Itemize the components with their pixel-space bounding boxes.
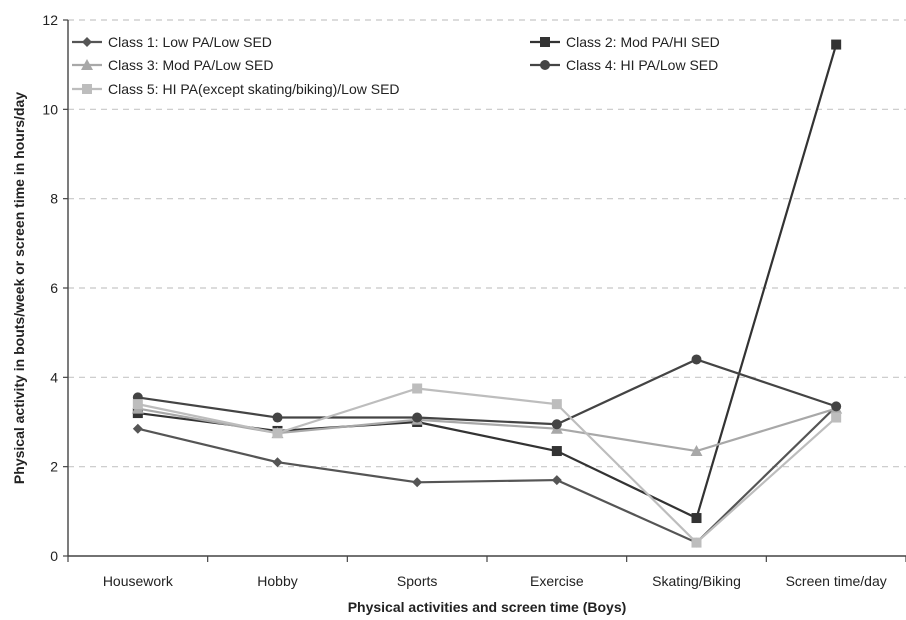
legend-item: Class 3: Mod PA/Low SED <box>72 57 273 73</box>
data-point <box>412 412 423 423</box>
data-point <box>690 445 703 457</box>
axes <box>63 19 906 562</box>
y-tick-labels: 0 2 4 6 8 10 12 <box>42 12 58 564</box>
x-tick-label: Exercise <box>530 573 584 589</box>
y-tick-label: 2 <box>50 459 58 475</box>
legend-label: Class 4: HI PA/Low SED <box>566 57 718 73</box>
series-group <box>131 39 843 548</box>
series-line <box>137 387 837 545</box>
data-point <box>551 399 562 410</box>
legend-label: Class 2: Mod PA/HI SED <box>566 34 720 50</box>
legend-item: Class 2: Mod PA/HI SED <box>530 34 720 50</box>
y-tick-label: 8 <box>50 191 58 207</box>
legend-item: Class 4: HI PA/Low SED <box>530 57 718 73</box>
y-tick-label: 4 <box>50 369 58 385</box>
series-3 <box>131 402 843 457</box>
legend-swatch-marker <box>82 37 92 47</box>
gridlines <box>68 19 906 468</box>
data-point <box>272 428 283 439</box>
legend-item: Class 5: HI PA(except skating/biking)/Lo… <box>72 81 400 97</box>
data-point <box>551 446 562 457</box>
legend-swatch-marker <box>540 60 550 70</box>
data-point <box>412 383 423 394</box>
y-tick-label: 6 <box>50 280 58 296</box>
data-point <box>551 419 562 430</box>
y-tick-label: 0 <box>50 548 58 564</box>
data-point <box>691 537 702 548</box>
y-tick-label: 12 <box>42 12 58 28</box>
y-axis-title: Physical activity in bouts/week or scree… <box>11 92 27 484</box>
data-point <box>272 457 283 468</box>
data-point <box>831 412 842 423</box>
legend-label: Class 3: Mod PA/Low SED <box>108 57 273 73</box>
legend-label: Class 1: Low PA/Low SED <box>108 34 272 50</box>
series-5 <box>132 383 842 548</box>
data-point <box>691 513 702 524</box>
data-point <box>132 399 143 410</box>
y-tick-label: 10 <box>42 101 58 117</box>
x-tick-label: Sports <box>397 573 437 589</box>
data-point <box>831 39 842 50</box>
x-tick-labels: Housework Hobby Sports Exercise Skating/Biki… <box>103 573 887 589</box>
legend-swatch-marker <box>540 37 550 47</box>
series-2 <box>132 39 842 524</box>
x-tick-label: Hobby <box>257 573 297 589</box>
data-point <box>132 423 143 434</box>
x-tick-label: Screen time/day <box>786 573 887 589</box>
series-4 <box>132 354 842 430</box>
x-tick-label: Skating/Biking <box>652 573 741 589</box>
data-point <box>551 475 562 486</box>
legend: Class 1: Low PA/Low SED Class 2: Mod PA/H… <box>72 34 720 97</box>
data-point <box>272 412 283 423</box>
data-point <box>412 477 423 488</box>
series-line <box>137 358 837 426</box>
data-point <box>831 401 842 412</box>
legend-swatch-marker <box>82 84 92 94</box>
series-line <box>137 44 838 520</box>
x-tick-label: Housework <box>103 573 174 589</box>
series-line <box>137 407 837 453</box>
legend-item: Class 1: Low PA/Low SED <box>72 34 272 50</box>
legend-label: Class 5: HI PA(except skating/biking)/Lo… <box>108 81 400 97</box>
x-axis-title: Physical activities and screen time (Boy… <box>348 599 627 615</box>
series-line <box>137 405 837 544</box>
data-point <box>691 354 702 365</box>
legend-swatch-marker <box>81 59 93 70</box>
